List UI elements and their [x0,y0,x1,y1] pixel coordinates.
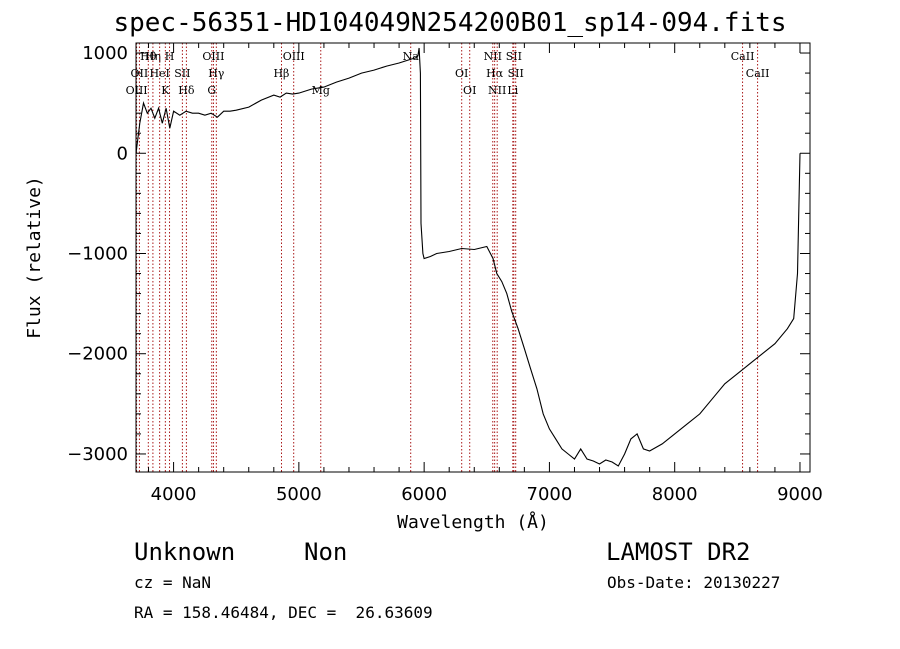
line-label: Hα [486,67,504,80]
object-class: Non [304,538,348,566]
line-label: G [207,84,216,97]
line-label: SII [506,50,522,63]
x-tick-label: 7000 [527,484,573,505]
line-label: OIII [126,84,148,97]
line-label: OIII [202,50,224,63]
line-label: Li [507,84,518,97]
line-label: Hδ [178,84,195,97]
x-tick-label: 5000 [276,484,322,505]
x-tick-label: 6000 [401,484,447,505]
coordinates: RA = 158.46484, DEC = 26.63609 [134,603,433,622]
line-label: H [165,50,175,63]
line-label: SII [508,67,524,80]
line-label: NII [488,84,506,97]
x-tick-label: 4000 [151,484,197,505]
y-tick-label: 0 [117,143,128,164]
plot-frame [135,42,811,473]
line-label: NII [484,50,502,63]
x-tick-label: 8000 [652,484,698,505]
survey-name: LAMOST DR2 [606,538,751,566]
line-label: K [161,84,170,97]
line-label: HeI [149,67,169,80]
y-tick-label: 1000 [82,43,128,64]
chart-title: spec-56351-HD104049N254200B01_sp14-094.f… [113,8,787,38]
line-label: OIII [283,50,305,63]
redshift-cz: cz = NaN [134,573,212,592]
observation-date: Obs-Date: 20130227 [607,573,781,592]
line-label: Hβ [273,67,289,80]
y-tick-label: −3000 [67,444,128,465]
line-label: Hη [145,50,161,63]
line-label: OI [463,84,476,97]
line-label: SII [174,67,190,80]
line-label: CaII [746,67,770,80]
x-tick-label: 9000 [777,484,823,505]
object-type: Unknown [134,538,236,566]
line-label: OI [455,67,468,80]
x-axis-label: Wavelength (Å) [397,511,549,533]
line-label: Hγ [208,67,225,80]
y-tick-label: −1000 [67,243,128,264]
line-label: CaII [731,50,755,63]
y-tick-label: −2000 [67,344,128,365]
y-axis-label: Flux (relative) [24,176,45,339]
line-label: Na [403,50,420,63]
spectrum-line [135,47,801,467]
line-label: Mg [312,84,330,97]
